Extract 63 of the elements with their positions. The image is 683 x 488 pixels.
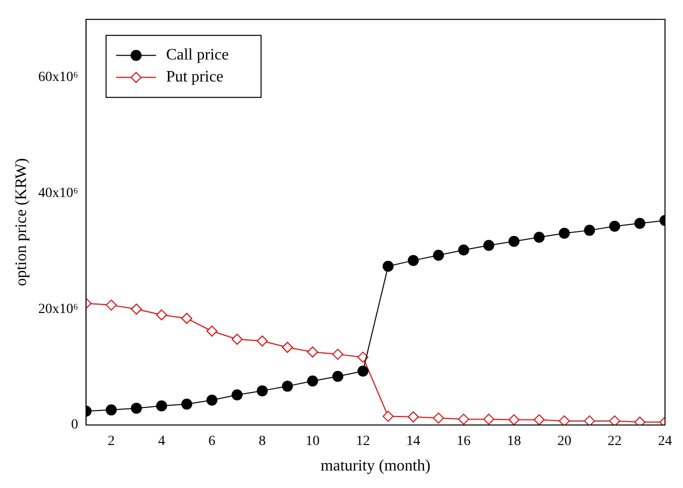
point <box>432 412 444 424</box>
point <box>483 240 494 251</box>
point <box>408 411 419 422</box>
point <box>282 380 293 392</box>
point <box>156 309 168 320</box>
point <box>408 254 419 266</box>
y-tick-label: 60x10⁶ <box>38 70 78 86</box>
y-tick-label: 0 <box>71 418 78 433</box>
point <box>206 394 218 406</box>
x-tick-label: 10 <box>306 434 320 450</box>
point <box>382 260 394 272</box>
y-axis-title: option price (KRW) <box>12 158 30 286</box>
point <box>558 228 570 239</box>
x-tick-label: 22 <box>608 434 622 450</box>
point <box>458 414 470 425</box>
x-tick-label: 2 <box>108 434 115 450</box>
x-tick-label: 18 <box>506 434 521 450</box>
point <box>130 304 142 315</box>
point <box>483 414 494 425</box>
point <box>357 352 368 363</box>
point <box>609 220 620 232</box>
x-tick-label: 4 <box>158 434 166 450</box>
point <box>130 402 142 414</box>
x-tick-label: 20 <box>557 434 572 450</box>
y-tick-label: 40x10⁶ <box>38 186 78 201</box>
point <box>432 250 444 261</box>
point <box>508 414 520 425</box>
x-tick-label: 16 <box>456 434 471 450</box>
point <box>106 300 117 311</box>
point <box>508 236 520 247</box>
point <box>534 232 545 243</box>
point <box>332 348 344 360</box>
point <box>232 334 243 345</box>
x-axis-title: maturity (month) <box>320 458 430 475</box>
point <box>584 415 595 425</box>
y-tick-label: 20x10⁶ <box>38 302 78 317</box>
x-tick-label: 24 <box>658 434 672 450</box>
point <box>256 385 268 396</box>
point <box>106 404 117 416</box>
point <box>256 335 268 346</box>
point <box>609 415 620 425</box>
point <box>181 312 192 324</box>
x-tick-label: 12 <box>356 434 370 450</box>
x-tick-label: 8 <box>258 434 266 450</box>
point <box>307 375 318 386</box>
point <box>156 400 168 412</box>
point <box>534 414 545 425</box>
point <box>584 224 595 236</box>
point <box>232 389 243 400</box>
point <box>206 326 218 337</box>
point <box>458 244 470 256</box>
x-tick-label: 6 <box>208 434 216 450</box>
point <box>634 218 646 229</box>
x-tick-label: 14 <box>406 434 420 450</box>
point <box>307 346 318 358</box>
point <box>332 370 344 382</box>
point <box>181 398 192 410</box>
point <box>357 366 368 377</box>
point <box>558 415 570 425</box>
legend-label: Call price <box>166 46 229 64</box>
point <box>382 410 394 422</box>
point <box>282 342 293 353</box>
legend-label: Put price <box>166 68 224 86</box>
